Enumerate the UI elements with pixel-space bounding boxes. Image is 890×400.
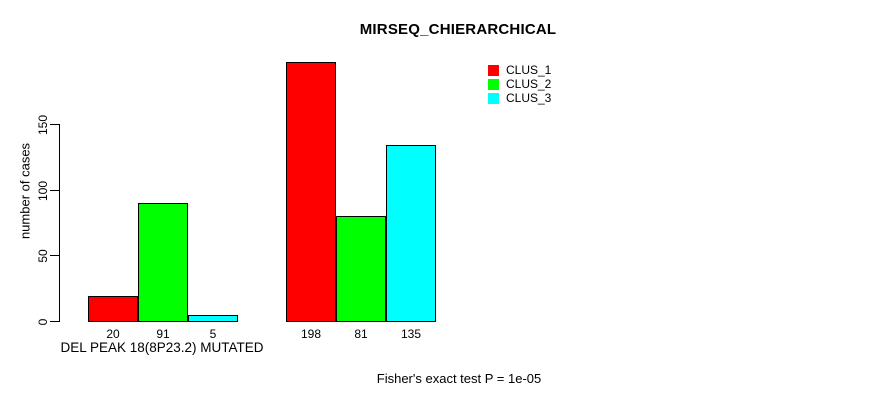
y-tick-mark bbox=[50, 124, 59, 125]
legend-label: CLUS_3 bbox=[506, 91, 552, 105]
y-tick-mark bbox=[50, 190, 59, 191]
bar-value-label: 81 bbox=[354, 327, 368, 341]
legend-swatch-icon bbox=[488, 78, 499, 90]
bar-value-label: 20 bbox=[106, 327, 120, 341]
footer-note: Fisher's exact test P = 1e-05 bbox=[376, 371, 542, 386]
y-tick-label: 50 bbox=[36, 248, 50, 263]
legend: CLUS_1 CLUS_2 CLUS_3 bbox=[488, 63, 551, 105]
y-tick-mark bbox=[50, 321, 59, 322]
bar-clus_3-group1 bbox=[188, 315, 238, 322]
bar-clus_2-group2 bbox=[336, 216, 386, 322]
bar-clus_1-group2 bbox=[286, 62, 336, 322]
legend-swatch-icon bbox=[488, 64, 499, 76]
legend-label: CLUS_1 bbox=[506, 63, 552, 77]
legend-label: CLUS_2 bbox=[506, 77, 552, 91]
legend-item-clus_1: CLUS_1 bbox=[488, 63, 551, 77]
legend-item-clus_2: CLUS_2 bbox=[488, 77, 551, 91]
bar-value-label: 5 bbox=[209, 327, 217, 341]
bar-value-label: 135 bbox=[400, 327, 422, 341]
bar-value-label: 91 bbox=[156, 327, 170, 341]
y-tick-mark bbox=[50, 255, 59, 256]
legend-swatch-icon bbox=[488, 92, 499, 104]
bar-clus_1-group1 bbox=[88, 296, 138, 322]
legend-item-clus_3: CLUS_3 bbox=[488, 91, 551, 105]
bar-clus_3-group2 bbox=[386, 145, 436, 322]
y-axis-label: number of cases bbox=[17, 142, 33, 240]
chart-title: MIRSEQ_CHIERARCHICAL bbox=[359, 21, 557, 38]
y-tick-label: 100 bbox=[36, 180, 50, 201]
bar-clus_2-group1 bbox=[138, 203, 188, 322]
y-tick-label: 0 bbox=[36, 318, 50, 325]
y-axis-line bbox=[59, 124, 60, 322]
bar-value-label: 198 bbox=[300, 327, 322, 341]
x-axis-label: DEL PEAK 18(8P23.2) MUTATED bbox=[60, 340, 264, 355]
y-tick-label: 150 bbox=[36, 114, 50, 135]
